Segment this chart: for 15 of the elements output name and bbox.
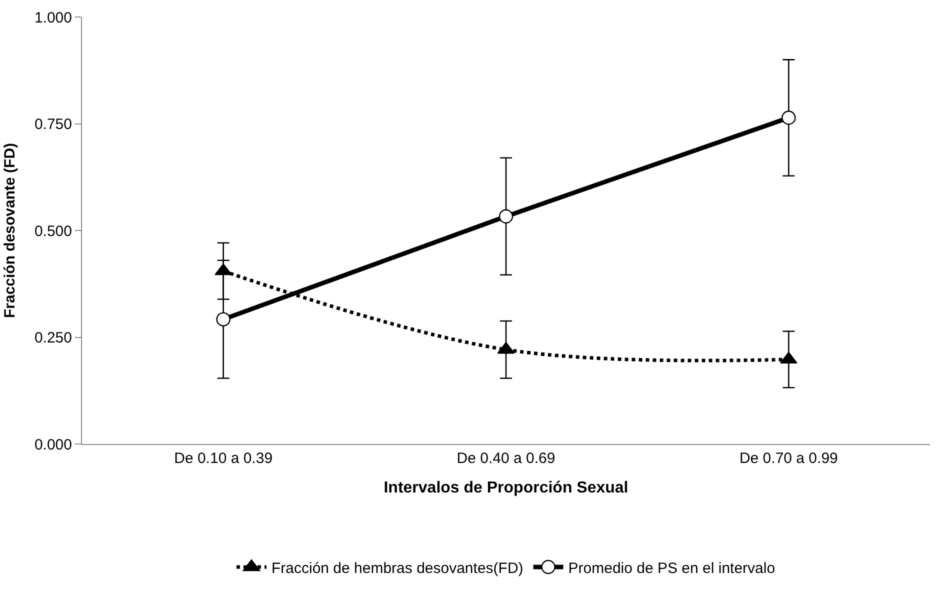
legend-label: Fracción de hembras desovantes(FD): [272, 560, 524, 577]
y-tick-label: 0.000: [34, 436, 72, 454]
legend-label: Promedio de PS en el intervalo: [568, 560, 776, 577]
y-tick-label: 0.250: [34, 330, 72, 346]
x-tick-label: De 0.70 a 0.99: [739, 450, 838, 467]
x-tick-label: De 0.10 a 0.39: [174, 450, 273, 467]
point: [782, 110, 796, 125]
x-tick-label: De 0.40 a 0.69: [456, 450, 556, 467]
y-axis-title: Fracción desovante (FD): [2, 142, 19, 318]
y-tick-label: 0.500: [34, 222, 72, 240]
point: [216, 312, 230, 326]
x-axis-title: Intervalos de Proporción Sexual: [384, 480, 628, 497]
y-tick-label: 0.750: [34, 116, 72, 133]
point: [498, 209, 514, 224]
y-tick-label: 1.000: [34, 9, 72, 26]
